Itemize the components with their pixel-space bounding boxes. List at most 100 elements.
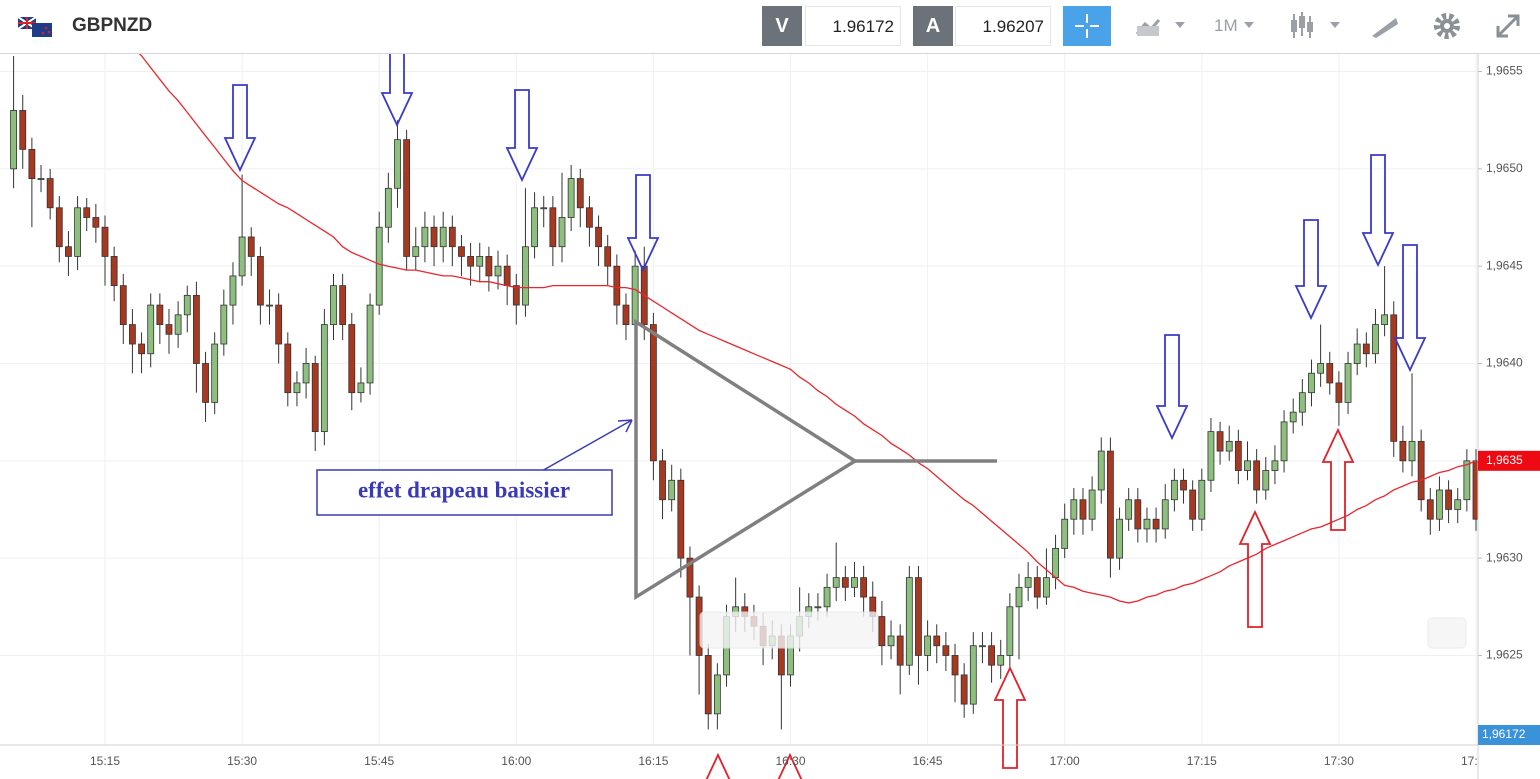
bid-tag-label: 1,96172 xyxy=(1482,727,1526,741)
candle-body xyxy=(1198,479,1206,520)
annotation-box xyxy=(316,469,613,516)
candle-body xyxy=(1353,343,1361,364)
overlay-button xyxy=(1427,617,1467,649)
y-tick-label: 1,9650 xyxy=(1486,161,1523,175)
candle-body xyxy=(1308,372,1315,394)
candle-body xyxy=(1253,460,1261,491)
x-tick-label: 15:15 xyxy=(90,754,120,768)
candle-body xyxy=(1436,489,1443,520)
candle-body xyxy=(1454,499,1462,510)
candle-body xyxy=(969,645,977,705)
candle-body xyxy=(814,606,822,609)
up-arrow xyxy=(1321,427,1355,531)
price-tag-label: 1,9635 xyxy=(1486,453,1523,467)
candle-body xyxy=(631,265,639,325)
candle-body xyxy=(101,226,109,257)
candle-body xyxy=(1070,499,1078,520)
x-tick-label: 16:45 xyxy=(913,754,943,768)
annotations: effet drapeau baissier xyxy=(223,54,1467,779)
candle-body xyxy=(668,479,676,501)
candle-body xyxy=(494,265,502,277)
x-tick-label: 15:30 xyxy=(227,754,257,768)
candle-body xyxy=(979,645,986,648)
candle-body xyxy=(1043,577,1050,598)
candle-body xyxy=(933,635,941,647)
candle-body xyxy=(1180,479,1187,491)
candle-body xyxy=(421,226,429,248)
candle-body xyxy=(458,246,465,257)
candle-body xyxy=(1262,470,1270,491)
candle-body xyxy=(1362,343,1370,355)
toolbar: GBPNZD V 1.96172 A 1.96207 1M xyxy=(0,0,1540,54)
candle-body xyxy=(302,363,310,384)
candle-body xyxy=(74,207,81,257)
candle-body xyxy=(339,285,347,325)
candle-body xyxy=(1426,499,1434,520)
annotation-text: effet drapeau baissier xyxy=(358,477,570,502)
x-tick-label: 15:45 xyxy=(364,754,394,768)
candle-body xyxy=(878,616,886,647)
candle-body xyxy=(988,645,995,666)
candle-body xyxy=(394,139,401,189)
candle-body xyxy=(46,178,54,209)
candle-body xyxy=(293,382,301,394)
candle-body xyxy=(823,586,831,608)
candle-body xyxy=(540,207,548,210)
price-tag xyxy=(1478,450,1540,471)
candle-body xyxy=(83,207,91,218)
candle-body xyxy=(202,363,209,403)
candle-body xyxy=(119,285,127,325)
candle-body xyxy=(942,645,950,656)
candle-body xyxy=(860,577,868,598)
candle-body xyxy=(604,246,612,267)
candle-body xyxy=(1390,314,1398,442)
down-arrow xyxy=(1294,219,1328,321)
down-arrow xyxy=(1393,244,1427,373)
candle-body xyxy=(448,226,456,248)
candle-body xyxy=(896,635,904,666)
settings-button[interactable] xyxy=(1432,11,1462,41)
up-arrow xyxy=(777,752,803,779)
down-arrow xyxy=(380,54,414,128)
candle-body xyxy=(997,655,1005,666)
x-tick-label: 17:30 xyxy=(1324,754,1354,768)
candle-body xyxy=(951,655,959,676)
candle-body xyxy=(330,285,337,325)
draw-tool-button[interactable] xyxy=(1370,12,1400,40)
flag-triangle xyxy=(634,318,859,601)
chart-type-button[interactable] xyxy=(1135,12,1190,40)
timeframe-button[interactable]: 1M xyxy=(1214,16,1238,35)
y-tick-label: 1,9645 xyxy=(1486,258,1523,272)
candle-body xyxy=(147,304,155,355)
sell-button[interactable]: V xyxy=(762,6,802,46)
candle-body xyxy=(558,217,566,248)
candle-body xyxy=(156,304,164,325)
candle-body xyxy=(220,304,228,345)
down-arrow xyxy=(223,84,257,173)
candle-body xyxy=(613,265,621,306)
candle-body xyxy=(1143,518,1151,530)
pointer-line xyxy=(539,419,633,473)
candle-body xyxy=(576,178,584,209)
candle-body xyxy=(55,207,63,248)
candle-body xyxy=(92,217,100,228)
candle-body xyxy=(348,324,356,394)
candle-body xyxy=(439,226,447,248)
candle-body xyxy=(238,236,246,277)
candle-body xyxy=(1033,577,1041,598)
candle-body xyxy=(1326,363,1334,384)
candle-body xyxy=(1170,479,1178,501)
chart: effet drapeau baissier 15:15 15:30 15:45 16… xyxy=(0,54,1540,779)
candle-body xyxy=(311,363,319,433)
crosshair-button[interactable] xyxy=(1063,6,1111,46)
candle-body xyxy=(1015,586,1023,608)
candle-body xyxy=(841,577,849,588)
buy-button[interactable]: A xyxy=(913,6,953,46)
candle-type-button[interactable] xyxy=(1288,10,1343,42)
timeframe-caret xyxy=(1244,22,1254,28)
candle-body xyxy=(522,246,529,306)
pointer-head xyxy=(617,419,633,433)
fullscreen-button[interactable] xyxy=(1494,12,1524,40)
y-axis: 1,9625 1,9630 1,9635 1,9640 1,9645 1,9650 1,96… xyxy=(1477,54,1540,779)
down-arrow xyxy=(626,174,660,273)
